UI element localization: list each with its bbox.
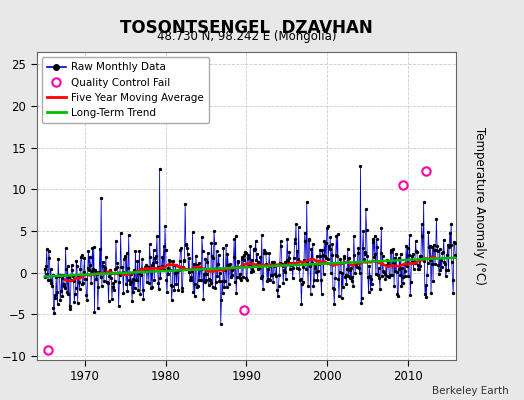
Legend: Raw Monthly Data, Quality Control Fail, Five Year Moving Average, Long-Term Tren: Raw Monthly Data, Quality Control Fail, … (42, 57, 209, 123)
Y-axis label: Temperature Anomaly (°C): Temperature Anomaly (°C) (473, 127, 486, 285)
Text: Berkeley Earth: Berkeley Earth (432, 386, 508, 396)
Title: TOSONTSENGEL  DZAVHAN: TOSONTSENGEL DZAVHAN (120, 18, 373, 36)
Text: 48.730 N, 98.242 E (Mongolia): 48.730 N, 98.242 E (Mongolia) (157, 30, 336, 43)
